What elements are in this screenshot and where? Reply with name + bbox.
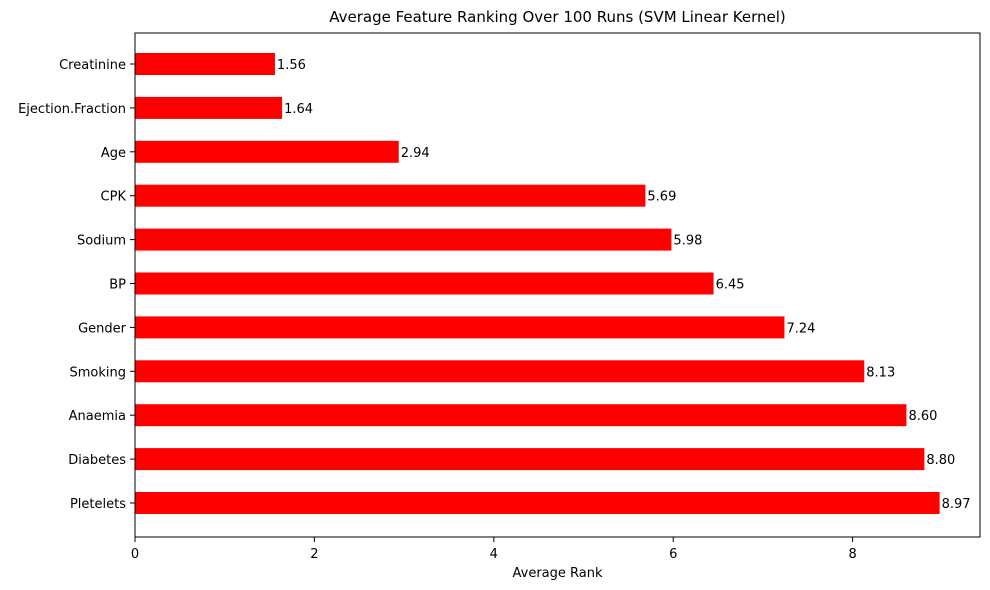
bar — [135, 140, 399, 163]
y-tick-label: CPK — [101, 190, 127, 205]
plot-frame — [134, 32, 981, 538]
y-tick-label: Age — [101, 146, 126, 161]
data-label: 6.45 — [716, 278, 745, 293]
data-label: 7.24 — [786, 321, 815, 336]
y-tick-label: Anaemia — [69, 409, 126, 424]
bar — [135, 492, 940, 514]
y-tick-label: Diabetes — [68, 453, 126, 468]
y-tick-label: Sodium — [77, 234, 126, 249]
bar — [135, 272, 714, 295]
data-label: 5.98 — [673, 234, 702, 249]
x-axis-label: Average Rank — [513, 566, 603, 581]
bar — [135, 53, 275, 75]
bar — [135, 448, 925, 471]
x-tick-label: 6 — [669, 547, 677, 562]
x-tick-label: 0 — [131, 547, 139, 562]
x-tick-label: 8 — [848, 547, 856, 562]
data-label: 1.64 — [284, 102, 313, 117]
bar — [135, 360, 865, 383]
y-tick-label: Gender — [78, 321, 127, 336]
plot-area: Creatinine 1.56 Ejection.Fraction 1.64 Age 2.… — [18, 32, 981, 562]
data-label: 8.97 — [942, 497, 971, 512]
y-tick-label: BP — [109, 278, 126, 293]
chart-title: Average Feature Ranking Over 100 Runs (S… — [329, 8, 786, 26]
y-tick-label: Pletelets — [70, 497, 126, 512]
bar — [135, 228, 672, 251]
data-label: 8.13 — [866, 365, 895, 380]
data-label: 1.56 — [277, 58, 306, 73]
bar — [135, 404, 907, 427]
y-tick-label: Ejection.Fraction — [18, 102, 126, 117]
x-tick-label: 2 — [310, 547, 318, 562]
data-label: 8.80 — [926, 453, 955, 468]
data-label: 2.94 — [401, 146, 430, 161]
bar — [135, 316, 785, 339]
x-tick-label: 4 — [490, 547, 498, 562]
y-tick-label: Creatinine — [59, 58, 126, 73]
data-label: 8.60 — [908, 409, 937, 424]
bar — [135, 96, 283, 119]
y-tick-label: Smoking — [69, 365, 126, 380]
bar — [135, 184, 646, 207]
data-label: 5.69 — [647, 190, 676, 205]
